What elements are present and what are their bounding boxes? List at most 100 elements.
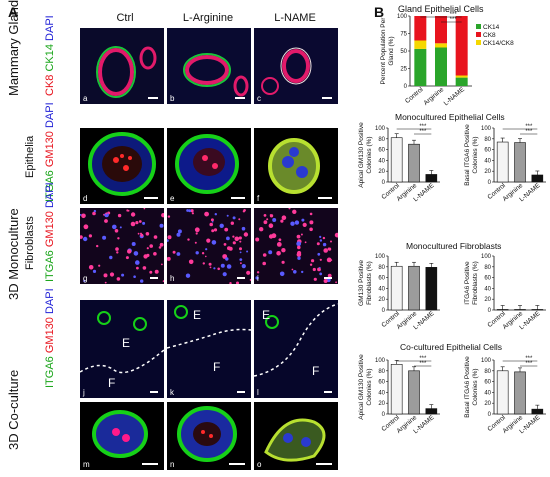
bar xyxy=(390,265,403,311)
scale-bar xyxy=(150,391,158,393)
nucleus-dot xyxy=(211,240,217,245)
nucleus-dot xyxy=(167,235,172,240)
nucleus-dot xyxy=(190,209,194,213)
nucleus-dot xyxy=(291,268,294,271)
panel-label-b: B xyxy=(374,4,385,20)
nucleus-dot xyxy=(145,232,150,236)
nucleus-dot xyxy=(104,212,109,218)
nucleus-dot xyxy=(226,264,232,269)
nucleus-dot xyxy=(323,279,328,283)
sig-label: *** xyxy=(450,12,458,18)
legend-label: CK8 xyxy=(483,32,496,39)
y-tick-label: 20 xyxy=(378,297,385,303)
panel-letter: i xyxy=(257,274,259,283)
micrograph-a: a xyxy=(80,28,164,104)
nucleus-dot xyxy=(224,227,229,232)
y-tick-label: 60 xyxy=(484,380,491,386)
legend-swatch xyxy=(476,32,481,37)
nucleus-dot xyxy=(319,235,322,238)
panel-letter: o xyxy=(257,460,262,469)
y-axis-label: Fibroblasts (%) xyxy=(472,261,479,305)
y-tick-label: 100 xyxy=(397,14,408,20)
nucleus-dot xyxy=(167,239,169,242)
y-tick-label: 40 xyxy=(484,286,491,292)
nucleus-dot xyxy=(117,213,122,218)
nucleus-dot xyxy=(228,246,233,251)
bar xyxy=(531,309,544,311)
stacked-bar-ck8 xyxy=(414,16,427,41)
sig-label: *** xyxy=(419,124,427,130)
nucleus-dot xyxy=(319,258,322,261)
nucleus-dot xyxy=(83,279,86,282)
nucleus-dot xyxy=(313,277,317,281)
chart-title-co-epi: Co-cultured Epithelial Cells xyxy=(400,342,503,352)
nucleus-dot xyxy=(102,235,107,240)
bar xyxy=(514,309,526,311)
panel-letter: a xyxy=(83,94,88,103)
nucleus-dot xyxy=(146,253,150,257)
nucleus-dot xyxy=(105,212,108,215)
micrograph-d: d xyxy=(80,128,164,204)
nucleus-dot xyxy=(119,226,122,229)
region-label-epithelia: E xyxy=(193,308,202,322)
bar xyxy=(425,267,438,311)
nucleus-dot xyxy=(280,219,284,223)
chart-title-gland: Gland Epithelial Cells xyxy=(398,4,484,14)
scale-bar xyxy=(148,97,158,99)
nucleus-dot xyxy=(167,256,171,261)
scale-bar xyxy=(316,463,332,465)
nucleus-dot xyxy=(195,251,199,255)
nucleus-dot xyxy=(104,219,108,223)
nucleus-dot xyxy=(268,250,273,255)
scale-bar xyxy=(150,277,158,279)
nucleus-dot xyxy=(209,266,212,269)
micrograph-l: E F l xyxy=(254,300,338,398)
nucleus-dot xyxy=(239,240,242,243)
nucleus-dot xyxy=(301,270,304,274)
nucleus-dot xyxy=(116,251,119,254)
nucleus-dot xyxy=(276,242,282,247)
nucleus-dot xyxy=(142,221,146,225)
micrograph-n: n xyxy=(167,402,251,470)
nucleus-dot xyxy=(268,234,274,239)
panel-letter: g xyxy=(83,274,88,283)
y-axis-label: Colonies (%) xyxy=(472,368,479,405)
nucleus-dot xyxy=(188,259,194,265)
bar xyxy=(514,371,526,415)
nucleus-dot xyxy=(300,233,303,236)
scale-bar xyxy=(142,463,158,465)
scale-bar xyxy=(324,391,332,393)
nucleus-dot xyxy=(211,229,215,233)
nucleus-dot xyxy=(211,221,214,223)
legend-label: CK14 xyxy=(483,24,500,31)
nucleus-dot xyxy=(241,264,246,269)
stacked-bar-ck14 xyxy=(435,47,447,86)
nucleus-dot xyxy=(140,233,144,237)
nucleus-dot xyxy=(276,251,281,256)
nucleus-dot xyxy=(81,213,86,219)
nucleus-dot xyxy=(236,281,239,284)
scale-bar xyxy=(318,197,332,199)
nucleus-dot xyxy=(202,262,205,265)
nucleus-dot xyxy=(205,248,208,251)
y-tick-label: 40 xyxy=(378,390,385,396)
nucleus-dot xyxy=(294,220,300,225)
y-tick-label: 60 xyxy=(378,276,385,282)
nucleus-dot xyxy=(140,279,144,283)
y-tick-label: 60 xyxy=(484,276,491,282)
y-tick-label: 20 xyxy=(378,401,385,407)
y-tick-label: 0 xyxy=(382,412,386,418)
bar xyxy=(496,141,509,183)
panel-letter: l xyxy=(257,388,259,397)
sig-label: *** xyxy=(525,129,533,135)
nucleus-dot xyxy=(296,241,302,247)
y-tick-label: 100 xyxy=(481,358,492,364)
nucleus-dot xyxy=(335,281,337,284)
nucleus-dot xyxy=(312,267,316,272)
nucleus-dot xyxy=(135,221,139,225)
nucleus-dot xyxy=(292,209,297,214)
nucleus-dot xyxy=(309,227,313,232)
nucleus-dot xyxy=(153,252,157,256)
nucleus-dot xyxy=(262,253,267,257)
nucleus-dot xyxy=(288,208,291,210)
